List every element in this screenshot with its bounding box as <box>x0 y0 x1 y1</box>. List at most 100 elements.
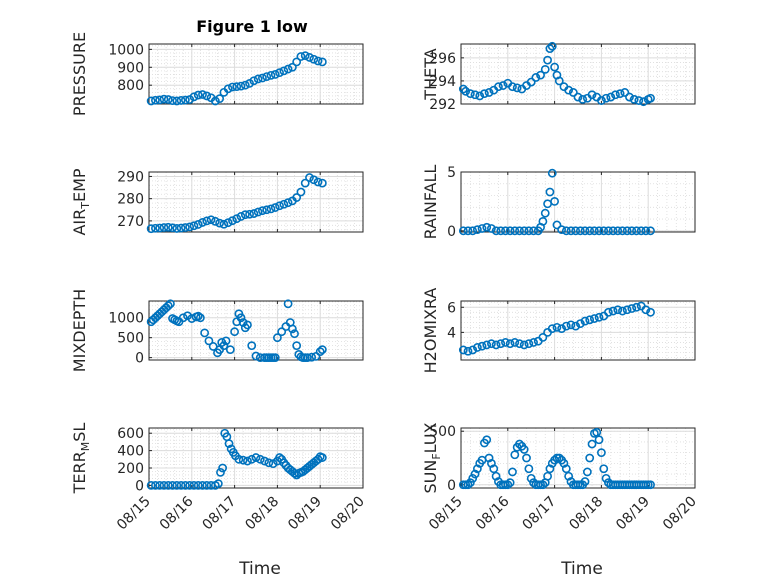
axes-box <box>460 171 696 233</box>
data-point <box>632 226 641 236</box>
data-point <box>491 340 501 350</box>
y-axis-label: H2OMIXRA <box>421 288 440 374</box>
data-point <box>519 340 529 350</box>
data-point <box>305 53 314 62</box>
data-point <box>236 313 246 323</box>
data-point <box>554 453 564 463</box>
data-point <box>505 226 515 236</box>
data-point <box>585 453 595 463</box>
data-point <box>540 64 550 74</box>
data-point <box>615 89 625 99</box>
data-point <box>489 464 499 474</box>
data-point <box>300 178 310 188</box>
y-tick-label: 0 <box>135 478 144 494</box>
data-point <box>247 454 257 464</box>
data-point <box>561 321 571 331</box>
data-point <box>198 218 207 227</box>
data-point <box>538 480 548 490</box>
x-tick-label: 08/19 <box>285 494 325 534</box>
y-axis-label: SUNFLUX <box>421 422 443 493</box>
data-point <box>317 178 327 188</box>
data-point <box>592 427 602 437</box>
data-point <box>151 95 160 105</box>
data-point <box>270 203 280 212</box>
data-point <box>272 333 282 343</box>
data-point <box>266 70 276 80</box>
data-point <box>258 206 267 216</box>
data-point <box>484 88 494 97</box>
data-point <box>165 299 175 309</box>
data-point <box>508 82 517 92</box>
x-tick-label: 08/15 <box>426 494 466 534</box>
data-point <box>561 226 571 236</box>
data-point <box>468 226 478 236</box>
data-point <box>202 91 212 101</box>
data-point <box>575 319 585 328</box>
data-point <box>587 90 597 100</box>
data-point <box>487 224 496 233</box>
data-point <box>317 453 327 462</box>
y-tick-label: 0 <box>447 478 456 494</box>
data-point <box>262 205 272 215</box>
data-point <box>641 226 651 236</box>
data-point <box>524 464 534 474</box>
data-point <box>608 306 618 316</box>
x-axis-label: Time <box>238 559 281 579</box>
y-tick-label: 0 <box>447 224 456 240</box>
y-tick-label: 1000 <box>108 311 144 327</box>
data-point <box>225 345 235 355</box>
data-point <box>228 82 237 92</box>
data-point <box>193 480 203 490</box>
y-tick-label: 600 <box>117 426 144 442</box>
y-tick-label: 900 <box>117 60 144 76</box>
x-tick-label: 08/19 <box>613 494 653 534</box>
data-point <box>582 467 592 477</box>
data-point <box>302 353 312 363</box>
data-point <box>311 352 321 361</box>
data-point <box>629 94 639 104</box>
data-point <box>501 338 510 347</box>
data-point <box>578 94 588 104</box>
data-point <box>472 225 482 235</box>
data-point <box>641 305 651 315</box>
data-point <box>463 226 473 236</box>
data-point <box>470 90 480 100</box>
data-point <box>515 226 524 236</box>
data-point <box>232 214 242 224</box>
data-point <box>163 480 173 490</box>
data-point <box>317 345 327 355</box>
data-point <box>524 226 534 236</box>
data-point <box>260 456 269 466</box>
data-point <box>538 217 548 226</box>
data-point <box>557 225 567 235</box>
data-point <box>213 479 223 489</box>
data-point <box>465 478 475 488</box>
axes-box <box>460 300 696 361</box>
data-point <box>287 324 297 334</box>
y-tick-label: 292 <box>429 97 456 113</box>
data-point <box>646 480 655 490</box>
data-point <box>566 320 576 330</box>
data-point <box>279 66 289 76</box>
data-point <box>189 221 199 231</box>
data-point <box>482 340 492 350</box>
data-point <box>545 44 555 54</box>
data-point <box>505 339 515 349</box>
x-tick-label: 08/18 <box>242 494 282 534</box>
x-tick-label: 08/17 <box>520 494 560 534</box>
x-tick-label: 08/16 <box>157 493 197 533</box>
data-point <box>151 223 160 233</box>
data-point <box>198 90 207 99</box>
data-point <box>580 226 590 236</box>
data-point <box>292 193 302 202</box>
data-point <box>223 218 233 228</box>
data-point <box>279 199 289 209</box>
data-point <box>305 173 314 182</box>
data-point <box>545 464 555 474</box>
data-point <box>479 89 489 99</box>
y-axis-label: MIXDEPTH <box>70 289 89 372</box>
data-point <box>168 223 177 233</box>
data-point <box>146 480 156 490</box>
data-point <box>296 187 306 197</box>
